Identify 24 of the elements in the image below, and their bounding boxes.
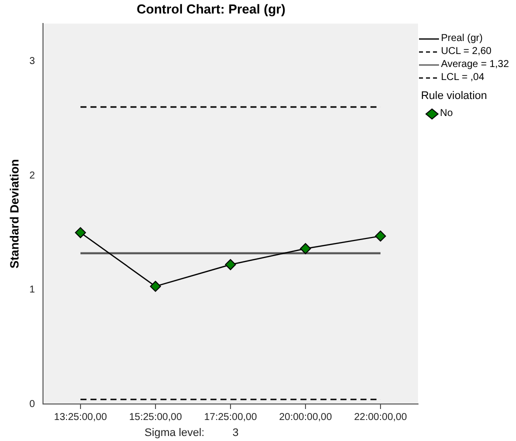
point — [150, 280, 161, 292]
legend-title: Rule violation — [420, 90, 488, 103]
y-tick-label: 3 — [29, 56, 36, 68]
chart-title: Control Chart: Preal (gr) — [136, 1, 286, 16]
legend-label: No — [440, 108, 453, 119]
text: 3 — [232, 427, 239, 440]
x-tick-label: 15:25:00,00 — [129, 412, 182, 423]
y-axis-title: Standard Deviation — [8, 159, 22, 268]
legend-label: LCL = ,04 — [441, 72, 484, 83]
point — [224, 259, 236, 270]
x-tick-label: 17:25:00,00 — [204, 412, 258, 423]
point — [74, 227, 86, 238]
legend-label: UCL = 2,60 — [441, 46, 492, 57]
legend-label: Average = 1,32 — [441, 59, 509, 70]
text: Sigma level: — [144, 427, 204, 440]
x-tick-label: 22:00:00,00 — [354, 412, 408, 423]
y-tick-label: 1 — [29, 284, 36, 296]
y-tick-label: 0 — [29, 398, 36, 410]
legend-label: Preal (gr) — [441, 33, 483, 44]
x-tick-label: 20:00:00,00 — [279, 412, 332, 423]
y-tick-label: 2 — [29, 170, 36, 182]
x-tick-label: 13:25:00,00 — [54, 412, 108, 423]
point — [300, 243, 311, 254]
point — [374, 230, 386, 242]
